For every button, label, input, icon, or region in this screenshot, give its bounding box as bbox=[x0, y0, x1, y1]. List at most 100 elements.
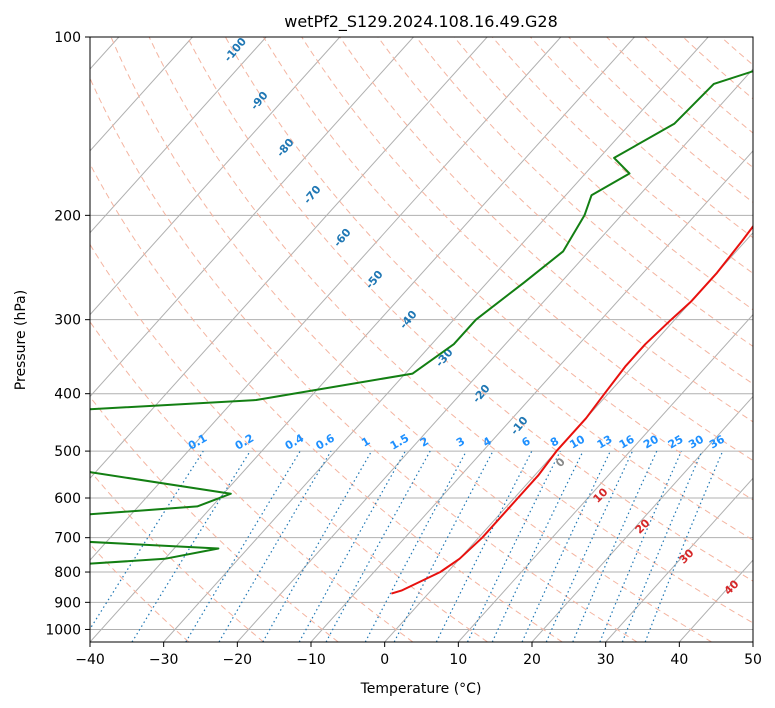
isotherm-gridline bbox=[90, 37, 267, 234]
plot-frame bbox=[89, 36, 754, 643]
y-tick-label: 800 bbox=[54, 565, 81, 581]
dry-adiabat bbox=[682, 37, 753, 100]
dry-adiabat bbox=[90, 162, 563, 642]
y-tick-label: 900 bbox=[54, 595, 81, 611]
isotherm-gridline bbox=[90, 37, 488, 480]
y-tick-label: 600 bbox=[54, 491, 81, 507]
dry-adiabat bbox=[491, 37, 753, 274]
dry-adiabat bbox=[90, 470, 264, 642]
moist-adiabat-label: 30 bbox=[677, 546, 697, 566]
dry-adiabat bbox=[224, 37, 753, 541]
isotherm-gridline bbox=[457, 313, 753, 642]
mixing-ratio-line bbox=[572, 450, 658, 642]
dry-adiabat bbox=[644, 37, 753, 134]
dry-adiabat-label: -40 bbox=[397, 308, 420, 332]
isotherm-gridline bbox=[90, 37, 341, 316]
isotherm-gridline bbox=[90, 37, 414, 398]
dry-adiabat bbox=[110, 37, 712, 642]
isotherm-gridline bbox=[90, 37, 562, 561]
isotherm-gridline bbox=[605, 477, 753, 642]
x-tick-label: −40 bbox=[75, 652, 105, 668]
isotherm-gridline bbox=[384, 231, 753, 642]
dry-adiabat bbox=[90, 243, 488, 642]
isotherm-gridline bbox=[236, 68, 753, 642]
dry-adiabat bbox=[339, 37, 753, 423]
dry-adiabat bbox=[720, 37, 753, 66]
mixing-ratio-line bbox=[491, 450, 584, 642]
dry-adiabat bbox=[377, 37, 753, 385]
y-tick-label: 200 bbox=[54, 208, 81, 224]
mixing-ratio-label: 6 bbox=[519, 434, 532, 449]
dry-adiabat bbox=[90, 320, 414, 642]
isotherm-gridline bbox=[90, 37, 193, 152]
isotherm-gridline bbox=[310, 150, 753, 642]
dry-adiabat bbox=[90, 76, 638, 642]
dry-adiabat bbox=[415, 37, 753, 348]
y-tick-label: 300 bbox=[54, 313, 81, 329]
x-tick-label: 20 bbox=[523, 652, 541, 668]
x-tick-label: −20 bbox=[223, 652, 253, 668]
x-tick-label: 0 bbox=[380, 652, 389, 668]
mixing-ratio-line bbox=[325, 450, 431, 642]
mixing-ratio-label: 13 bbox=[595, 433, 615, 452]
mixing-ratio-line bbox=[644, 450, 724, 642]
moist-adiabat-label: 40 bbox=[722, 577, 742, 597]
dry-adiabat bbox=[263, 37, 753, 501]
moist-adiabat-label: 20 bbox=[633, 516, 653, 536]
x-tick-label: 50 bbox=[744, 652, 762, 668]
dry-adiabat bbox=[90, 395, 339, 642]
mixing-ratio-label: 25 bbox=[666, 433, 686, 452]
dry-adiabat-label: -20 bbox=[470, 382, 493, 406]
moist-adiabat-label: 10 bbox=[591, 485, 611, 505]
mixing-ratio-line bbox=[599, 450, 682, 642]
mixing-ratio-line bbox=[621, 450, 703, 642]
mixing-ratio-line bbox=[218, 450, 332, 642]
x-tick-label: 30 bbox=[597, 652, 615, 668]
mixing-ratio-line bbox=[185, 450, 301, 642]
chart-title: wetPf2_S129.2024.108.16.49.G28 bbox=[284, 12, 558, 32]
profile-series bbox=[90, 70, 753, 595]
x-tick-label: 10 bbox=[449, 652, 467, 668]
dry-adiabat bbox=[606, 37, 753, 169]
dry-adiabat bbox=[186, 37, 753, 582]
moist-adiabat-label: 0 bbox=[553, 455, 568, 470]
background-lines bbox=[90, 37, 753, 642]
dry-adiabat bbox=[530, 37, 753, 239]
y-axis-title: Pressure (hPa) bbox=[13, 290, 29, 390]
dry-adiabat-label: -50 bbox=[363, 268, 386, 292]
dry-adiabat bbox=[148, 37, 753, 624]
mixing-ratio-label: 30 bbox=[686, 432, 706, 451]
dry-adiabat-label: -60 bbox=[331, 226, 354, 250]
mixing-ratio-label: 1.5 bbox=[388, 432, 411, 453]
y-tick-label: 400 bbox=[54, 387, 81, 403]
dry-adiabat-label: -80 bbox=[274, 136, 297, 160]
y-tick-label: 500 bbox=[54, 444, 81, 460]
mixing-ratio-line bbox=[262, 450, 373, 642]
mixing-ratio-label: 0.4 bbox=[283, 431, 307, 452]
mixing-ratio-label: 0.6 bbox=[314, 431, 338, 452]
x-tick-label: 40 bbox=[670, 652, 688, 668]
mixing-ratio-line bbox=[521, 450, 611, 642]
mixing-ratio-line bbox=[545, 450, 634, 642]
dry-adiabat-label: -10 bbox=[508, 414, 531, 438]
mixing-ratio-line bbox=[466, 450, 561, 642]
dry-adiabat-label: -70 bbox=[301, 183, 324, 207]
mixing-ratio-line bbox=[90, 450, 204, 631]
mixing-ratio-label: 2 bbox=[418, 435, 431, 450]
dry-adiabat-label: -90 bbox=[248, 89, 271, 113]
y-tick-label: 1000 bbox=[45, 622, 81, 638]
isotherm-gridline bbox=[752, 641, 753, 642]
temperature-profile-line bbox=[391, 224, 753, 595]
dry-adiabat bbox=[568, 37, 753, 203]
dewpoint-profile-line bbox=[90, 70, 753, 565]
mixing-ratio-label: 3 bbox=[454, 435, 467, 450]
mixing-ratio-line bbox=[298, 450, 406, 642]
axes: −40 −30 −20 −10 0 10 20 30 40 5010009008007006005… bbox=[45, 30, 762, 668]
isotherm-gridline bbox=[163, 37, 709, 642]
mixing-ratio-label: 16 bbox=[617, 432, 637, 451]
isotherm-gridline bbox=[678, 559, 753, 642]
y-tick-label: 100 bbox=[54, 30, 81, 46]
dry-adiabat bbox=[453, 37, 753, 311]
